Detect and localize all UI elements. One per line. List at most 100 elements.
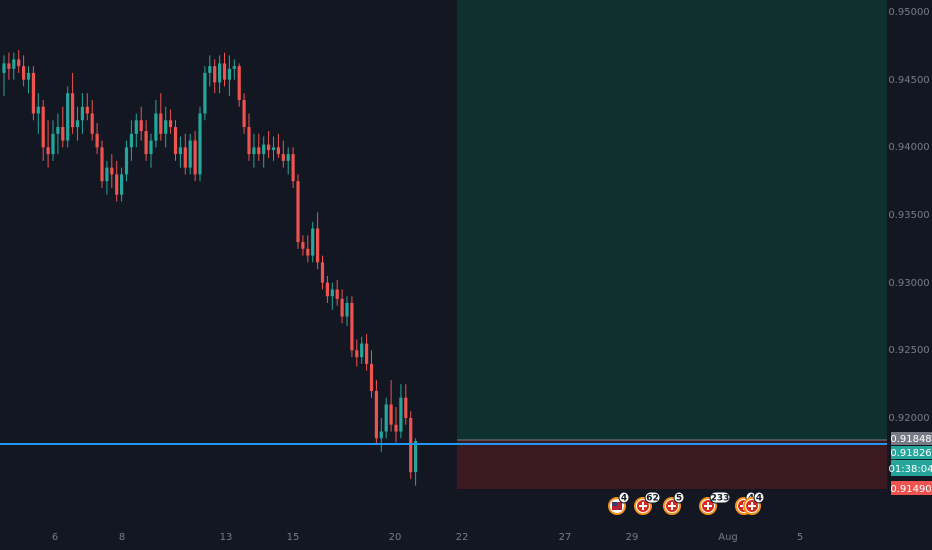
candle-body: [203, 72, 207, 114]
flag-cross-h: [748, 505, 756, 507]
candle-body: [100, 147, 104, 182]
event-marker[interactable]: 62: [634, 491, 661, 515]
candle-body: [394, 424, 398, 432]
event-count-badge: [673, 491, 685, 504]
event-count-label: 62: [646, 494, 659, 504]
position-loss-zone[interactable]: [457, 440, 887, 489]
candle-body: [237, 66, 241, 100]
candle-body: [291, 154, 295, 182]
candle-body: [208, 66, 212, 73]
candle-body: [26, 72, 31, 80]
candle-body: [379, 431, 383, 439]
candle-body: [75, 120, 80, 128]
candle-body: [301, 242, 305, 249]
candle-body: [325, 282, 329, 297]
price-tick-label: 0.92000: [888, 413, 929, 424]
event-count-label: 5: [676, 494, 682, 504]
price-tick-label: 0.94000: [888, 142, 929, 153]
candle-body: [183, 147, 187, 168]
candle-body: [227, 68, 231, 80]
time-tick-label: 15: [287, 532, 300, 543]
time-tick-label: 6: [52, 532, 58, 543]
candle-body: [316, 228, 320, 263]
position-profit-zone[interactable]: [457, 0, 887, 440]
candle-body: [85, 106, 89, 114]
candle-body: [267, 144, 271, 151]
time-axis[interactable]: 6 8 13 15 20 22 27 29 Aug 5: [52, 532, 803, 543]
event-markers[interactable]: 462523344: [608, 491, 765, 515]
candle-body: [252, 147, 256, 155]
candle-body: [281, 154, 285, 161]
candle-body: [173, 127, 178, 155]
candle-body: [7, 63, 11, 69]
candle-body: [213, 66, 217, 83]
event-count-label: 233: [711, 494, 730, 504]
candle-body: [350, 302, 354, 351]
candle-body: [193, 140, 197, 175]
svg-text:0.91826: 0.91826: [890, 448, 931, 459]
candle-body: [355, 350, 359, 358]
event-marker[interactable]: 5: [663, 491, 685, 515]
candle-body: [389, 404, 393, 425]
flag-cross-h: [639, 505, 647, 507]
candle-body: [369, 363, 374, 391]
candle-body: [110, 167, 114, 175]
price-tick-label: 0.94500: [888, 75, 929, 86]
candle-body: [17, 59, 21, 67]
candle-body: [66, 93, 70, 141]
candle-body: [139, 120, 143, 132]
candle-body: [31, 72, 35, 114]
candle-body: [399, 397, 403, 432]
time-tick-label: Aug: [718, 532, 738, 543]
candle-body: [345, 302, 349, 317]
candle-body: [335, 289, 339, 299]
event-count-badge: [753, 491, 765, 504]
candle-body: [311, 228, 315, 256]
price-tick-label: 0.93000: [888, 278, 929, 289]
candle-body: [56, 127, 60, 134]
event-marker[interactable]: 233: [699, 491, 731, 515]
candle-body: [232, 66, 236, 69]
candle-body: [164, 120, 168, 134]
event-count-badge: [644, 491, 661, 504]
candle-body: [257, 147, 261, 155]
candle-body: [276, 147, 280, 155]
candle-body: [330, 289, 334, 297]
event-count-badge: [709, 491, 731, 504]
time-tick-label: 29: [626, 532, 639, 543]
candle-body: [247, 127, 251, 155]
candle-body: [360, 343, 364, 358]
candle-body: [105, 167, 109, 182]
flag-canton: [612, 502, 617, 506]
candle-body: [198, 113, 202, 175]
candle-body: [242, 99, 246, 128]
entry-price-tag: 0.91848: [890, 432, 932, 445]
svg-text:01:38:04: 01:38:04: [889, 464, 932, 475]
event-marker[interactable]: 4: [743, 491, 765, 515]
event-count-label: 4: [621, 494, 627, 504]
time-tick-label: 13: [220, 532, 233, 543]
candle-body: [409, 418, 413, 473]
countdown-tag: 01:38:04: [889, 460, 932, 476]
candle-body: [149, 140, 153, 155]
candle-body: [12, 59, 16, 69]
candle-body: [61, 127, 65, 141]
flag-cross-h: [704, 505, 712, 507]
svg-text:0.91490: 0.91490: [890, 484, 931, 495]
candle-body: [46, 147, 50, 155]
time-tick-label: 27: [559, 532, 572, 543]
price-axis[interactable]: 0.95000 0.94500 0.94000 0.93500 0.93000 0.925…: [888, 7, 929, 424]
candle-body: [404, 397, 408, 418]
candles-layer: [2, 49, 418, 486]
price-tick-label: 0.95000: [888, 7, 929, 18]
candle-body: [80, 106, 84, 121]
candle-body: [384, 404, 388, 432]
price-tick-label: 0.92500: [888, 345, 929, 356]
candle-body: [271, 147, 276, 151]
candle-body: [134, 120, 138, 134]
event-marker[interactable]: 4: [608, 491, 630, 515]
stop-price-tag: 0.91490: [890, 481, 932, 495]
candle-body: [296, 181, 300, 243]
candle-body: [306, 248, 310, 256]
